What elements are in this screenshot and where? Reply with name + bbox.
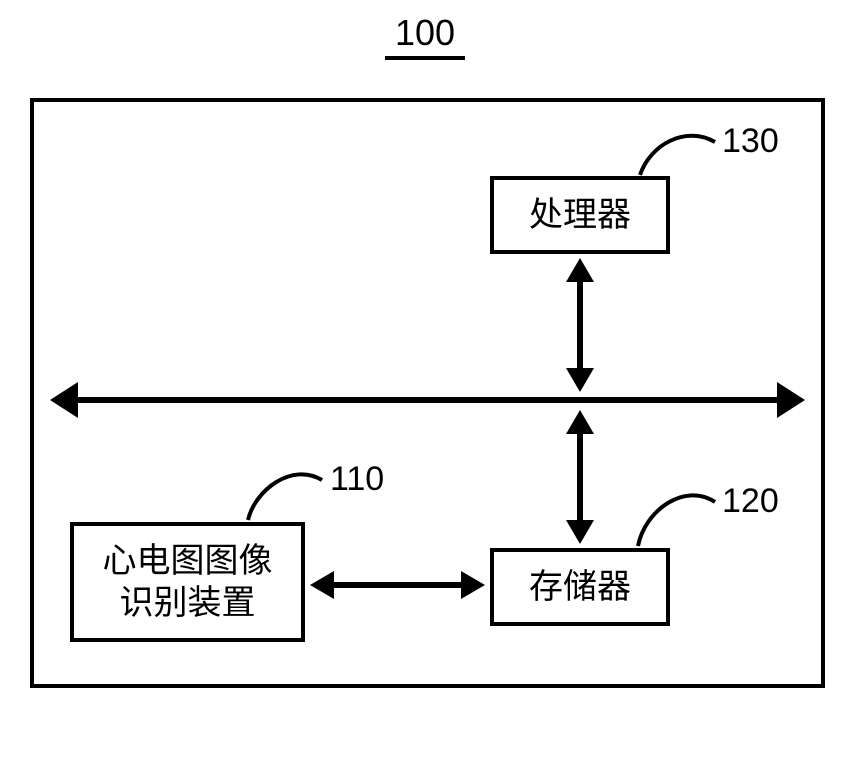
processor-ref: 130 — [722, 122, 779, 161]
diagram-title-ref: 100 — [385, 12, 465, 60]
ecg-node: 心电图图像 识别装置 — [70, 522, 305, 642]
memory-ref: 120 — [722, 482, 779, 521]
processor-label: 处理器 — [529, 194, 631, 237]
processor-node: 处理器 — [490, 176, 670, 254]
memory-node: 存储器 — [490, 548, 670, 626]
ecg-ref: 110 — [330, 460, 384, 499]
ecg-label: 心电图图像 识别装置 — [103, 540, 273, 625]
diagram-canvas: 100 处理器 130 存储器 120 心电图图像 识别装置 110 — [0, 0, 854, 759]
memory-label: 存储器 — [529, 566, 631, 609]
